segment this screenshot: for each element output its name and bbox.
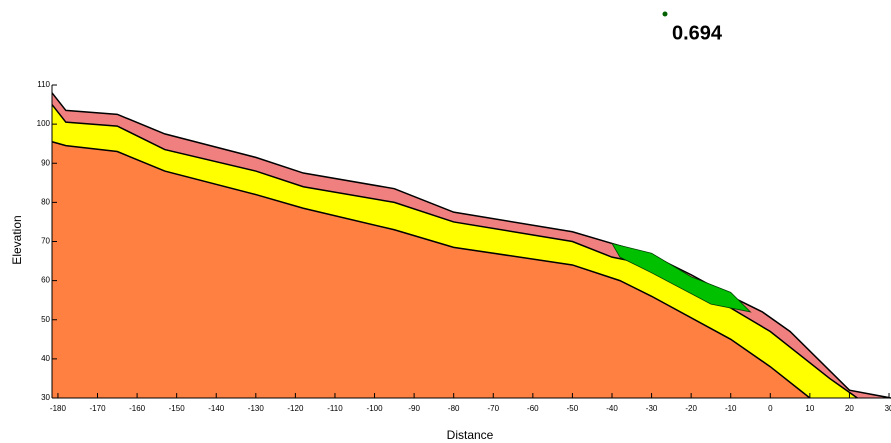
y-tick-label: 90 [41,158,50,167]
x-tick-label: -30 [646,404,658,413]
y-tick-label: 70 [41,237,50,246]
x-tick-label: -40 [606,404,618,413]
x-tick-label: -90 [408,404,420,413]
layer [52,141,810,398]
layer-boundary [51,92,891,399]
x-tick-label: -50 [567,404,579,413]
y-tick-label: 50 [41,315,50,324]
layer-boundary [51,104,858,399]
slip-center [662,11,668,17]
x-tick-label: -160 [129,404,146,413]
x-tick-label: -80 [448,404,460,413]
x-tick-label: -10 [725,404,737,413]
x-axis-title: Distance [447,428,494,442]
x-tick-label: -180 [50,404,67,413]
x-tick-label: -70 [487,404,499,413]
slip-mass [611,242,752,313]
x-tick-label: 20 [845,404,854,413]
y-tick-label: 40 [41,354,50,363]
x-tick-label: 0 [768,404,773,413]
y-tick-label: 60 [41,276,50,285]
x-tick-label: -150 [169,404,186,413]
y-axis-title: Elevation [10,215,24,264]
x-tick-label: 10 [805,404,814,413]
x-tick-label: -20 [685,404,697,413]
y-tick-label: 110 [37,80,50,89]
safety-factor: 0.694 [672,22,723,44]
x-tick-label: -60 [527,404,539,413]
y-tick-label: 80 [41,197,50,206]
x-tick-label: -110 [327,404,343,413]
x-tick-label: -100 [367,404,384,413]
x-tick-label: -130 [248,404,265,413]
y-tick-label: 30 [41,393,50,402]
layer-boundary [51,141,811,399]
y-tick-label: 100 [37,119,51,128]
x-tick-label: -120 [287,404,304,413]
x-tick-label: -140 [208,404,225,413]
x-tick-label: -170 [90,404,107,413]
x-tick-label: 30 [885,404,891,413]
